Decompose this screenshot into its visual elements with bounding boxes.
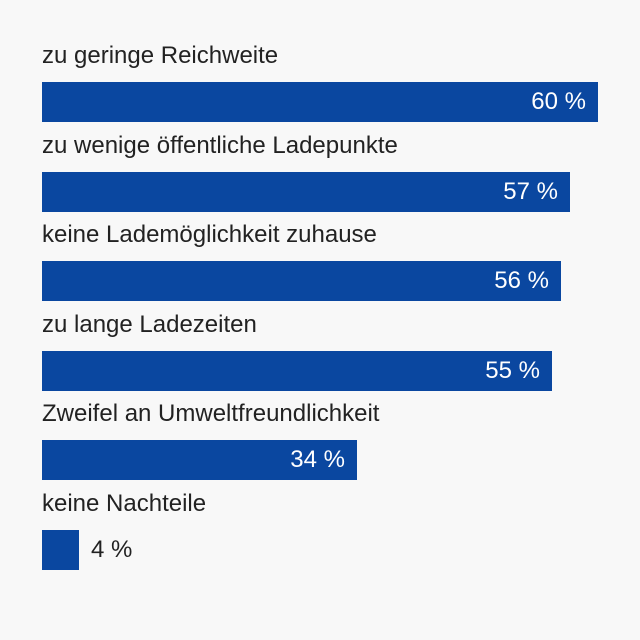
value-label: 4 % [91, 535, 133, 563]
bar [42, 529, 79, 570]
category-label: zu geringe Reichweite [42, 42, 279, 69]
value-label: 55 % [485, 356, 540, 384]
bar [42, 261, 561, 301]
value-label: 57 % [503, 177, 558, 205]
value-label: 56 % [494, 267, 549, 294]
bar [42, 82, 598, 122]
category-label: zu lange Ladezeiten [42, 310, 257, 338]
category-label: keine Nachteile [42, 489, 207, 517]
value-label: 34 % [290, 446, 345, 473]
value-label: 60 % [531, 88, 586, 115]
category-label: Zweifel an Umweltfreundlichkeit [42, 400, 380, 427]
category-label: keine Lademöglichkeit zuhause [42, 221, 377, 248]
bar [42, 171, 570, 212]
category-label: zu wenige öffentliche Ladepunkte [42, 131, 398, 159]
bar [42, 440, 357, 480]
bar [42, 350, 552, 391]
